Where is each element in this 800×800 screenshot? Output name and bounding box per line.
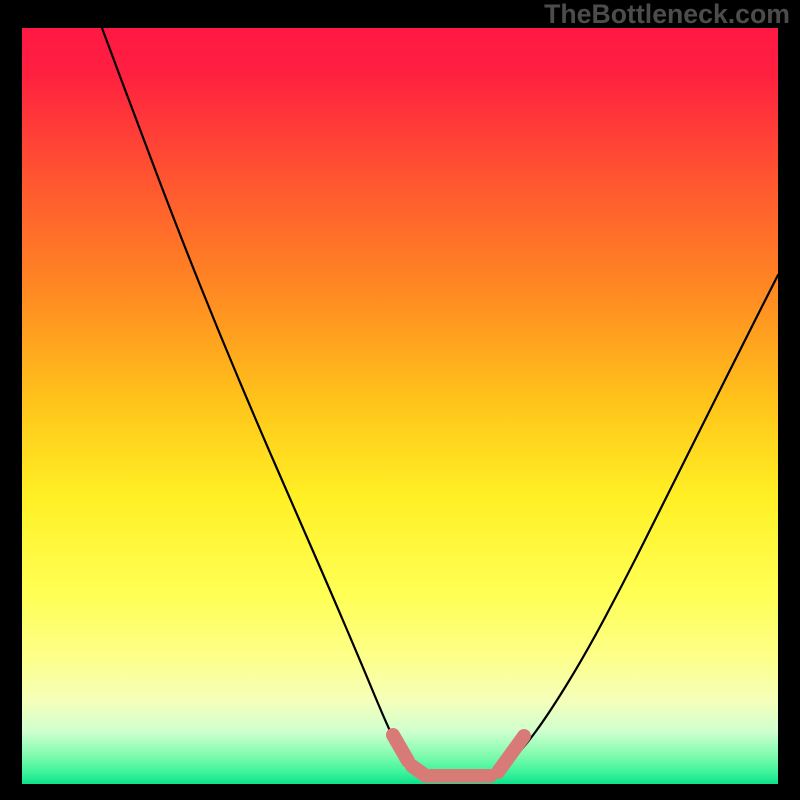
bottom-mark-3 <box>498 736 524 772</box>
watermark-text: TheBottleneck.com <box>544 0 790 29</box>
bottom-mark-group <box>393 735 524 776</box>
bottom-mark-1 <box>412 766 426 776</box>
left-curve <box>102 28 410 762</box>
chart-canvas: TheBottleneck.com <box>0 0 800 800</box>
bottom-mark-0 <box>393 735 408 761</box>
right-curve <box>508 275 778 762</box>
curve-overlay <box>0 0 800 800</box>
